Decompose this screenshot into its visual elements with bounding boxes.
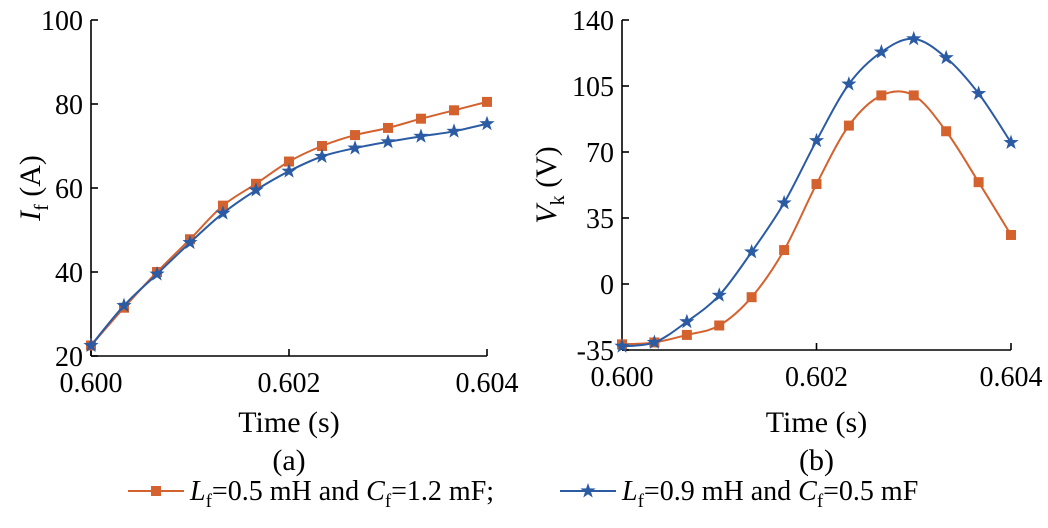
data-point-2: [873, 44, 889, 59]
data-point-2: [1003, 134, 1019, 150]
data-point-2: [679, 313, 695, 329]
data-point-2: [413, 128, 429, 143]
x-axis-label: Time (s): [238, 406, 339, 439]
data-point-2: [83, 337, 99, 352]
data-point-1: [876, 90, 887, 101]
data-point-1: [941, 126, 952, 137]
x-tick-label: 0.600: [60, 368, 123, 399]
y-tick-label: 40: [55, 258, 83, 289]
data-point-2: [776, 194, 792, 210]
legend: Lf=0.5 mH and Cf=1.2 mF; Lf=0.9 mH and Cf…: [128, 476, 918, 512]
legend-entry-1: Lf=0.5 mH and Cf=1.2 mF;: [189, 476, 494, 512]
panel-label-a: (a): [272, 444, 305, 477]
y-tick-label: 35: [586, 204, 614, 235]
data-point-1: [415, 113, 426, 124]
legend-marker-2: [580, 483, 596, 498]
y-tick-label: 0: [600, 270, 614, 301]
legend-marker-1: [151, 486, 161, 496]
data-point-1: [284, 156, 294, 167]
data-point-2: [841, 76, 857, 91]
data-point-1: [482, 96, 492, 107]
data-point-2: [479, 115, 495, 131]
x-axis-label: Time (s): [766, 406, 867, 439]
data-point-2: [380, 133, 396, 149]
data-point-2: [215, 205, 231, 220]
data-point-1: [746, 292, 757, 303]
data-point-2: [281, 163, 297, 178]
data-point-1: [681, 329, 692, 340]
data-point-2: [614, 338, 630, 353]
x-tick-label: 0.602: [258, 368, 321, 399]
series-line-2: [621, 37, 1012, 348]
y-tick-label: 100: [41, 6, 83, 37]
data-point-1: [383, 122, 393, 133]
x-tick-label: 0.602: [785, 362, 848, 393]
data-point-1: [908, 90, 919, 101]
data-point-1: [714, 320, 725, 331]
data-point-2: [906, 30, 922, 46]
data-point-2: [149, 266, 165, 281]
x-tick-label: 0.604: [980, 362, 1043, 393]
data-point-2: [938, 49, 954, 65]
data-point-2: [347, 140, 363, 155]
data-point-2: [646, 334, 662, 349]
y-tick-label: 60: [55, 174, 83, 205]
y-tick-label: 70: [586, 138, 614, 169]
data-point-2: [744, 243, 760, 259]
x-tick-label: 0.604: [456, 368, 519, 399]
data-point-1: [316, 141, 327, 151]
series-line-1: [90, 100, 488, 347]
y-axis-label: Vk (V): [530, 146, 569, 223]
legend-entry-2: Lf=0.9 mH and Cf=0.5 mF: [621, 476, 918, 512]
y-tick-label: 20: [55, 342, 83, 373]
y-axis-label: If (A): [14, 155, 53, 222]
data-point-2: [711, 287, 727, 302]
panel-b: -35 0 35 70 105 140 0.600 0.602 0.604 Time (s) (b)…: [530, 6, 1043, 477]
y-tick-label: -35: [577, 336, 614, 367]
y-tick-label: 140: [572, 6, 614, 37]
data-point-2: [182, 234, 198, 250]
panel-a: 20 40 60 80 100 0.600 0.602 0.604 Time (s) (a) If …: [14, 6, 519, 477]
data-point-2: [971, 85, 987, 101]
data-point-1: [843, 120, 854, 131]
x-tick-label: 0.600: [591, 362, 654, 393]
data-point-1: [449, 105, 460, 116]
y-tick-label: 105: [572, 72, 614, 103]
data-point-1: [1006, 229, 1016, 240]
data-point-2: [116, 297, 132, 313]
data-point-2: [248, 182, 264, 197]
data-point-1: [973, 177, 984, 188]
data-point-2: [314, 148, 330, 163]
data-point-1: [811, 179, 822, 190]
data-point-2: [446, 123, 462, 138]
y-tick-label: 80: [55, 90, 83, 121]
data-point-1: [350, 130, 361, 141]
panel-label-b: (b): [799, 444, 834, 477]
data-point-1: [779, 245, 790, 256]
data-point-2: [808, 132, 825, 148]
series-line-1: [621, 90, 1012, 346]
